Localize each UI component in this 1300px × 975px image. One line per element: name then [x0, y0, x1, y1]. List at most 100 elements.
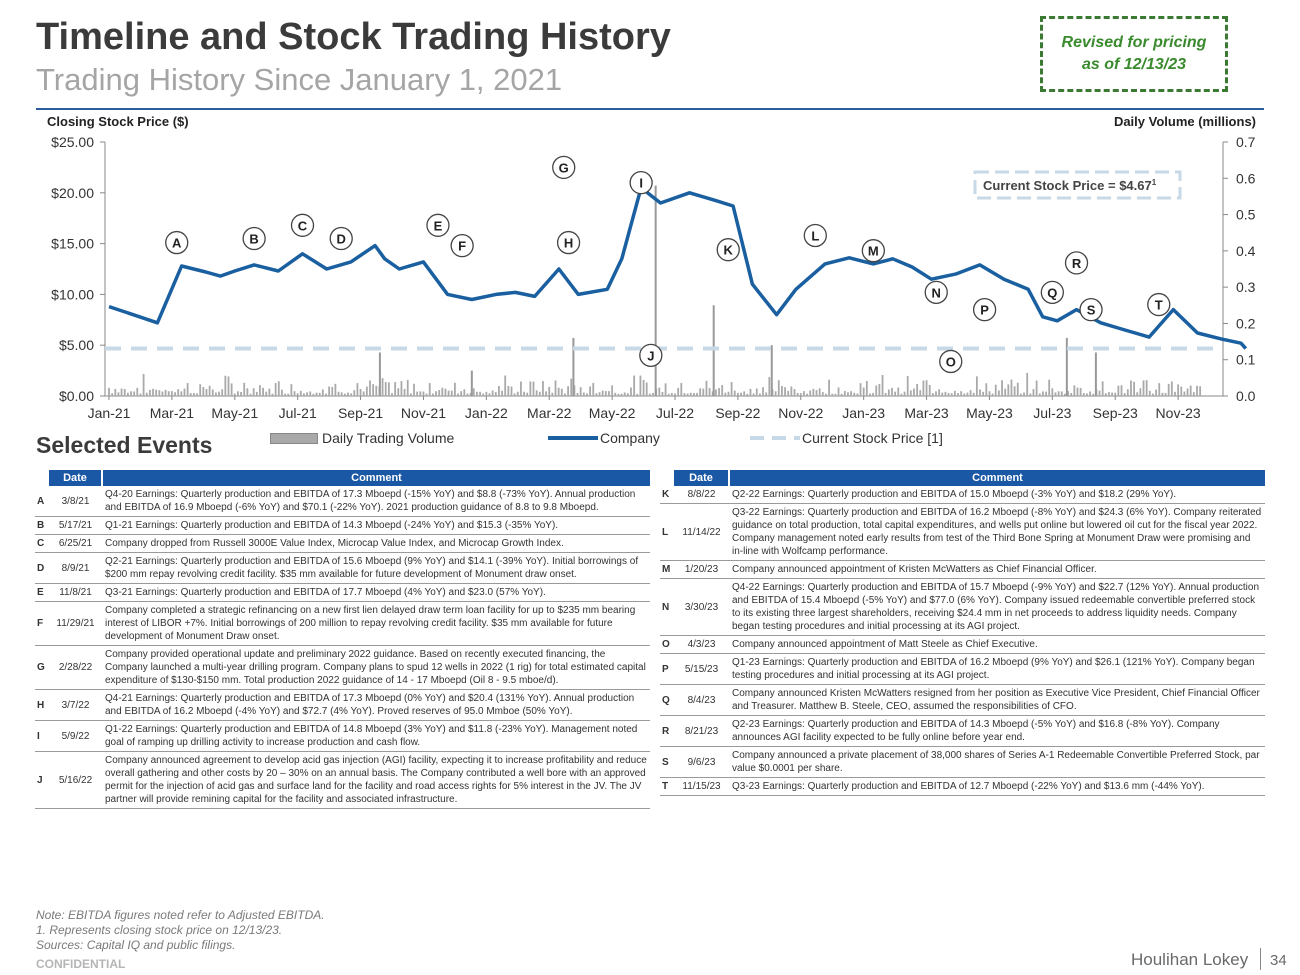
volume-bar: [1111, 392, 1113, 396]
volume-bar: [262, 387, 264, 396]
volume-bar: [287, 393, 290, 396]
event-date: 8/8/22: [674, 486, 729, 504]
volume-bar: [677, 388, 680, 396]
volume-bar: [416, 391, 419, 396]
volume-bars: [108, 185, 1202, 396]
volume-bar: [482, 393, 485, 396]
event-marker-n: N: [924, 280, 948, 305]
volume-bar: [803, 391, 805, 396]
volume-bar: [821, 392, 824, 396]
event-date: 11/8/21: [49, 583, 102, 602]
volume-bar: [567, 386, 569, 396]
legend-current-swatch: [750, 436, 800, 440]
volume-bar: [997, 390, 1000, 396]
volume-bar: [598, 392, 601, 396]
volume-bar: [164, 389, 167, 396]
event-letter: S: [660, 746, 674, 778]
event-marker-label: I: [639, 176, 643, 191]
volume-bar: [152, 388, 154, 396]
volume-bar: [208, 385, 211, 396]
footnotes: Note: EBITDA figures noted refer to Adju…: [36, 908, 325, 953]
volume-bar: [337, 391, 340, 396]
volume-bar: [170, 391, 173, 396]
volume-bar: [664, 383, 667, 396]
volume-bar: [469, 392, 472, 396]
volume-bar: [353, 390, 356, 396]
x-tick-label: May-23: [966, 405, 1013, 421]
volume-bar: [1004, 388, 1007, 396]
volume-bar: [1073, 385, 1076, 396]
volume-bar: [1174, 391, 1176, 396]
volume-bar: [781, 386, 783, 396]
legend-volume-label: Daily Trading Volume: [322, 430, 455, 446]
event-marker-label: A: [172, 236, 182, 251]
volume-bar: [1010, 379, 1013, 396]
volume-bar: [966, 392, 969, 396]
volume-bar: [928, 384, 931, 396]
volume-bar: [227, 376, 230, 396]
volume-bar: [913, 388, 915, 396]
volume-bar: [381, 378, 384, 396]
volume-bar: [114, 388, 117, 396]
volume-bar: [309, 391, 312, 396]
event-letter: B: [35, 516, 49, 535]
event-date: 11/15/23: [674, 777, 729, 796]
volume-bar: [325, 393, 327, 396]
volume-bar: [988, 391, 991, 396]
volume-bar: [419, 391, 422, 396]
events-heading: Selected Events: [36, 432, 213, 458]
volume-bar: [111, 393, 114, 396]
table-row: E 11/8/21 Q3-21 Earnings: Quarterly produc…: [35, 583, 650, 602]
event-letter: R: [660, 715, 674, 747]
volume-bar: [1167, 383, 1170, 396]
volume-bar: [249, 393, 252, 396]
volume-bar: [504, 375, 507, 396]
event-marker-label: L: [811, 228, 819, 243]
event-marker-circle: [165, 230, 189, 255]
current-price-box: [973, 170, 1182, 200]
page-subtitle: Trading History Since January 1, 2021: [36, 62, 563, 97]
volume-bar: [136, 387, 139, 396]
event-letter: F: [35, 601, 49, 646]
table-row: P 5/15/23 Q1-23 Earnings: Quarterly produc…: [660, 653, 1265, 685]
volume-bar: [334, 383, 337, 396]
volume-bar: [1082, 393, 1085, 396]
event-marker-label: G: [559, 160, 569, 175]
volume-bar: [120, 388, 123, 396]
volume-bar: [1161, 392, 1164, 396]
table-row: H 3/7/22 Q4-21 Earnings: Quarterly product…: [35, 689, 650, 721]
volume-bar: [667, 393, 670, 396]
volume-bar: [856, 393, 859, 396]
volume-bar: [1001, 380, 1003, 396]
volume-bar: [736, 392, 739, 396]
volume-bar: [642, 379, 645, 396]
volume-bar: [708, 388, 711, 396]
volume-bar: [1142, 380, 1145, 396]
right-tick-label: 0.2: [1236, 315, 1256, 331]
event-marker-circle: [552, 155, 576, 180]
volume-bar: [894, 391, 897, 396]
volume-bar: [1158, 383, 1161, 396]
volume-bar: [938, 389, 941, 396]
volume-bar: [1070, 393, 1073, 396]
x-tick-label: Sep-22: [715, 405, 760, 421]
volume-bar: [406, 379, 409, 396]
volume-bar: [403, 388, 406, 396]
volume-bar: [359, 388, 362, 396]
volume-bar: [488, 393, 491, 396]
volume-bar: [1196, 385, 1198, 396]
event-marker-a: A: [165, 230, 189, 255]
volume-bar: [1136, 392, 1139, 396]
volume-bar: [1114, 392, 1117, 396]
event-marker-circle: [639, 343, 663, 368]
volume-bar: [425, 393, 428, 396]
volume-spike: [1094, 352, 1097, 396]
left-tick-label: $0.00: [59, 388, 94, 404]
volume-bar: [661, 391, 664, 396]
volume-bar: [733, 390, 736, 396]
volume-bar: [532, 381, 535, 396]
volume-bar: [840, 393, 843, 396]
volume-bar: [1199, 386, 1202, 396]
volume-bar: [542, 381, 544, 396]
volume-bar: [570, 378, 573, 396]
